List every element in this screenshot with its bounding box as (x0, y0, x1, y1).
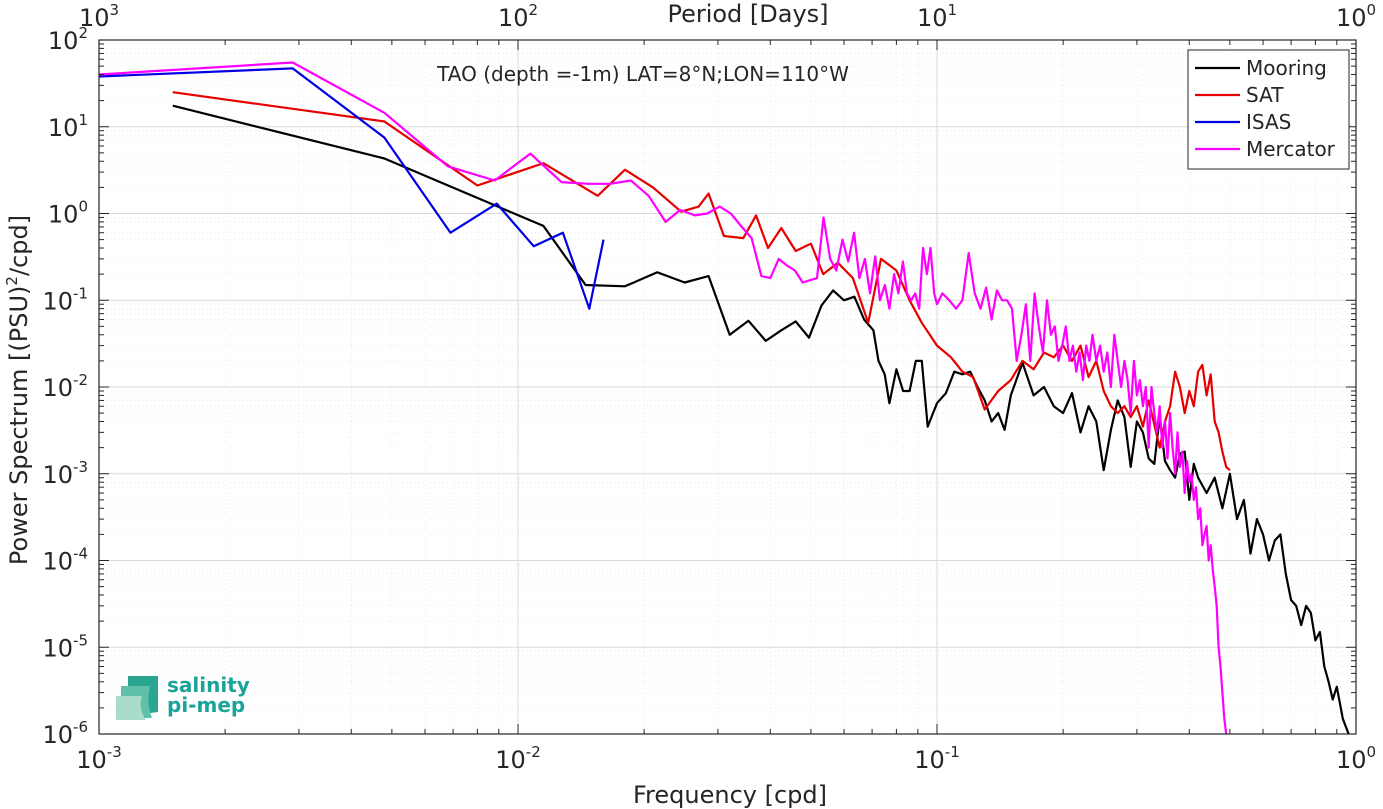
top-tick-label: 101 (917, 1, 957, 32)
y-tick-label: 10-4 (42, 545, 88, 576)
y-tick-label: 101 (48, 111, 88, 142)
y-axis-title-main: Power Spectrum [(PSU) (5, 286, 33, 565)
y-tick-label-base: 10 (42, 287, 73, 315)
y-tick-label-exponent: -3 (73, 458, 88, 476)
x-tick-label: 10-2 (495, 743, 541, 774)
top-tick-label: 102 (498, 1, 538, 32)
top-tick-label-exponent: 2 (529, 1, 539, 19)
salinity-pimep-logo: salinity pi-mep (116, 673, 250, 720)
y-axis-title-tail: /cpd] (5, 215, 33, 276)
x-tick-label: 100 (1336, 743, 1376, 774)
y-axis-title: Power Spectrum [(PSU)2/cpd] (3, 215, 33, 565)
x-tick-label-base: 10 (76, 746, 107, 774)
y-tick-label: 10-5 (42, 631, 88, 662)
series-line-isas (98, 67, 605, 310)
y-tick-label-base: 10 (48, 27, 79, 55)
y-tick-label-base: 10 (42, 374, 73, 402)
legend-label-mercator: Mercator (1246, 137, 1336, 161)
x-tick-label: 10-3 (76, 743, 122, 774)
legend-label-isas: ISAS (1246, 110, 1291, 134)
series-line-mooring (172, 104, 1350, 735)
y-tick-label-exponent: -2 (73, 371, 88, 389)
top-tick-label: 100 (1336, 1, 1376, 32)
y-axis-title-superscript: 2 (3, 276, 21, 286)
top-axis-title: Period [Days] (667, 0, 828, 28)
top-tick-label-base: 10 (1336, 4, 1367, 32)
y-tick-label: 10-3 (42, 458, 88, 489)
y-tick-label-exponent: -6 (73, 718, 88, 736)
y-tick-label-exponent: -1 (73, 284, 88, 302)
y-tick-label: 100 (48, 198, 88, 229)
ticks (98, 40, 1356, 735)
y-tick-label: 102 (48, 24, 88, 55)
y-tick-label-exponent: 0 (78, 198, 88, 216)
y-tick-label-exponent: -4 (73, 545, 88, 563)
legend: Mooring SAT ISAS Mercator (1187, 49, 1350, 170)
x-axis-title: Frequency [cpd] (633, 781, 827, 809)
top-tick-label-base: 10 (79, 4, 110, 32)
series-line-mercator (98, 61, 1228, 735)
top-tick-label-exponent: 3 (110, 1, 120, 19)
logo-mark-front (116, 696, 146, 720)
logo-text-line1: salinity (167, 673, 250, 697)
top-tick-label-exponent: 0 (1367, 1, 1377, 19)
y-tick-label-base: 10 (42, 548, 73, 576)
y-tick-label-exponent: 2 (78, 24, 88, 42)
x-tick-label-exponent: -3 (107, 743, 122, 761)
series-group (98, 61, 1350, 735)
x-tick-label-exponent: 0 (1367, 743, 1377, 761)
x-tick-label-exponent: -2 (526, 743, 541, 761)
x-tick-label-exponent: -1 (945, 743, 960, 761)
logo-text-line2: pi-mep (167, 693, 245, 717)
y-tick-label: 10-1 (42, 284, 88, 315)
y-tick-label-exponent: 1 (78, 111, 88, 129)
legend-label-mooring: Mooring (1246, 56, 1327, 80)
y-tick-label: 10-2 (42, 371, 88, 402)
x-tick-label-base: 10 (495, 746, 526, 774)
top-tick-label-base: 10 (917, 4, 948, 32)
legend-label-sat: SAT (1246, 83, 1284, 107)
series-line-sat (172, 91, 1231, 472)
top-tick-label-exponent: 1 (948, 1, 958, 19)
y-tick-label-base: 10 (42, 461, 73, 489)
y-tick-label-base: 10 (42, 634, 73, 662)
y-tick-label-base: 10 (48, 201, 79, 229)
x-tick-label-base: 10 (914, 746, 945, 774)
y-tick-label-base: 10 (48, 114, 79, 142)
x-tick-label: 10-1 (914, 743, 960, 774)
top-tick-label: 103 (79, 1, 119, 32)
chart-annotation: TAO (depth =-1m) LAT=8°N;LON=110°W (436, 62, 849, 86)
y-tick-label-base: 10 (42, 721, 73, 749)
x-tick-label-base: 10 (1336, 746, 1367, 774)
y-tick-label-exponent: -5 (73, 631, 88, 649)
y-tick-label: 10-6 (42, 718, 88, 749)
top-tick-label-base: 10 (498, 4, 529, 32)
